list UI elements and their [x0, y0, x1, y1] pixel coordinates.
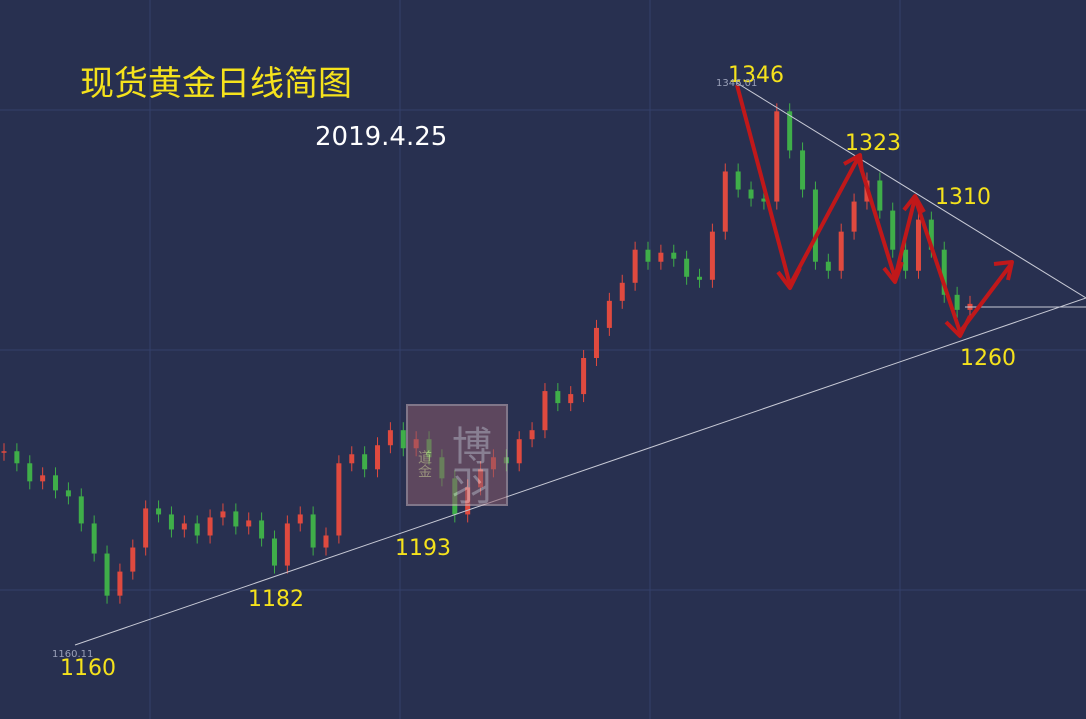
watermark-seal: 道金 [416, 450, 432, 478]
candle-body [362, 454, 368, 470]
candle-body [194, 523, 200, 536]
arrow-head [843, 153, 864, 173]
candle-body [117, 571, 123, 596]
candle-body [825, 261, 831, 271]
candle-body [40, 475, 46, 482]
candle-body [400, 430, 406, 449]
candle-body [877, 180, 883, 211]
watermark-box [406, 404, 508, 506]
candle-body [735, 171, 741, 190]
candle-body [284, 523, 290, 566]
candle-body [954, 294, 960, 310]
candle-body [568, 394, 574, 404]
candle-body [1, 451, 7, 453]
candle-body [336, 463, 342, 536]
candle-body [349, 454, 355, 464]
candle-body [104, 553, 110, 596]
candle-body [645, 249, 651, 262]
candle-body [91, 523, 97, 554]
candle-body [78, 496, 84, 524]
candle-body [774, 111, 780, 202]
candle-body [915, 219, 921, 271]
candle-body [542, 391, 548, 431]
arrows [735, 84, 1014, 338]
candle-body [246, 520, 252, 527]
candle-body [310, 514, 316, 548]
candle-body [387, 430, 393, 446]
candle-body [761, 198, 767, 202]
candle-body [593, 327, 599, 358]
trend-lines [74, 82, 1086, 646]
arrow-head [882, 261, 904, 284]
chart-subtitle: 2019.4.25 [315, 122, 447, 152]
candle-body [220, 511, 226, 518]
candle-body [632, 249, 638, 283]
support-line [74, 297, 1086, 646]
candle-body [555, 391, 561, 404]
candle-body [14, 451, 20, 464]
candle-body [812, 189, 818, 262]
candle-body [259, 520, 265, 539]
candle-body [787, 111, 793, 151]
candle-body [890, 210, 896, 250]
candle-body [941, 249, 947, 295]
candle-body [684, 258, 690, 277]
arrow-head [902, 194, 926, 213]
candle-body [156, 508, 162, 515]
price-label: 1160.11 [52, 649, 93, 660]
candle-body [800, 150, 806, 190]
candle-body [233, 511, 239, 527]
candle-body [928, 219, 934, 250]
candle-body [323, 535, 329, 548]
candle-body [516, 439, 522, 464]
candle-body [130, 547, 136, 572]
candle-body [619, 282, 625, 301]
candle-body [529, 430, 535, 440]
candle-body [748, 189, 754, 199]
annotation: 1346 [728, 63, 784, 88]
candle-body [671, 252, 677, 259]
price-label: 1346.01 [716, 78, 757, 89]
annotation: 1323 [845, 131, 901, 156]
annotation: 1193 [395, 536, 451, 561]
candle-body [65, 490, 71, 497]
chart-title: 现货黄金日线简图 [80, 64, 352, 104]
candle-body [838, 231, 844, 271]
candle-body [851, 201, 857, 232]
candle-body [697, 276, 703, 280]
annotation: 1182 [248, 587, 304, 612]
candle-body [168, 514, 174, 530]
candle-body [297, 514, 303, 524]
candle-body [271, 538, 277, 566]
candle-body [53, 475, 59, 491]
candle-body [658, 252, 664, 262]
candle-body [143, 508, 149, 548]
arrow-head [944, 315, 972, 338]
candle-body [375, 445, 381, 470]
watermark-text: 博羽 [445, 425, 491, 505]
candle-body [581, 357, 587, 395]
candle-body [181, 523, 187, 530]
annotation: 1160 [60, 656, 116, 681]
candle-body [606, 300, 612, 328]
arrow-head [776, 267, 802, 290]
candle-body [207, 517, 213, 536]
candle-body [903, 249, 909, 271]
watermark: 博羽 道金 [406, 404, 508, 506]
annotation: 1310 [935, 185, 991, 210]
arrow-head [993, 260, 1014, 281]
candle-body [709, 231, 715, 280]
candle-body [27, 463, 33, 482]
resistance-line [736, 82, 1086, 299]
candle-body [722, 171, 728, 232]
annotation: 1260 [960, 346, 1016, 371]
